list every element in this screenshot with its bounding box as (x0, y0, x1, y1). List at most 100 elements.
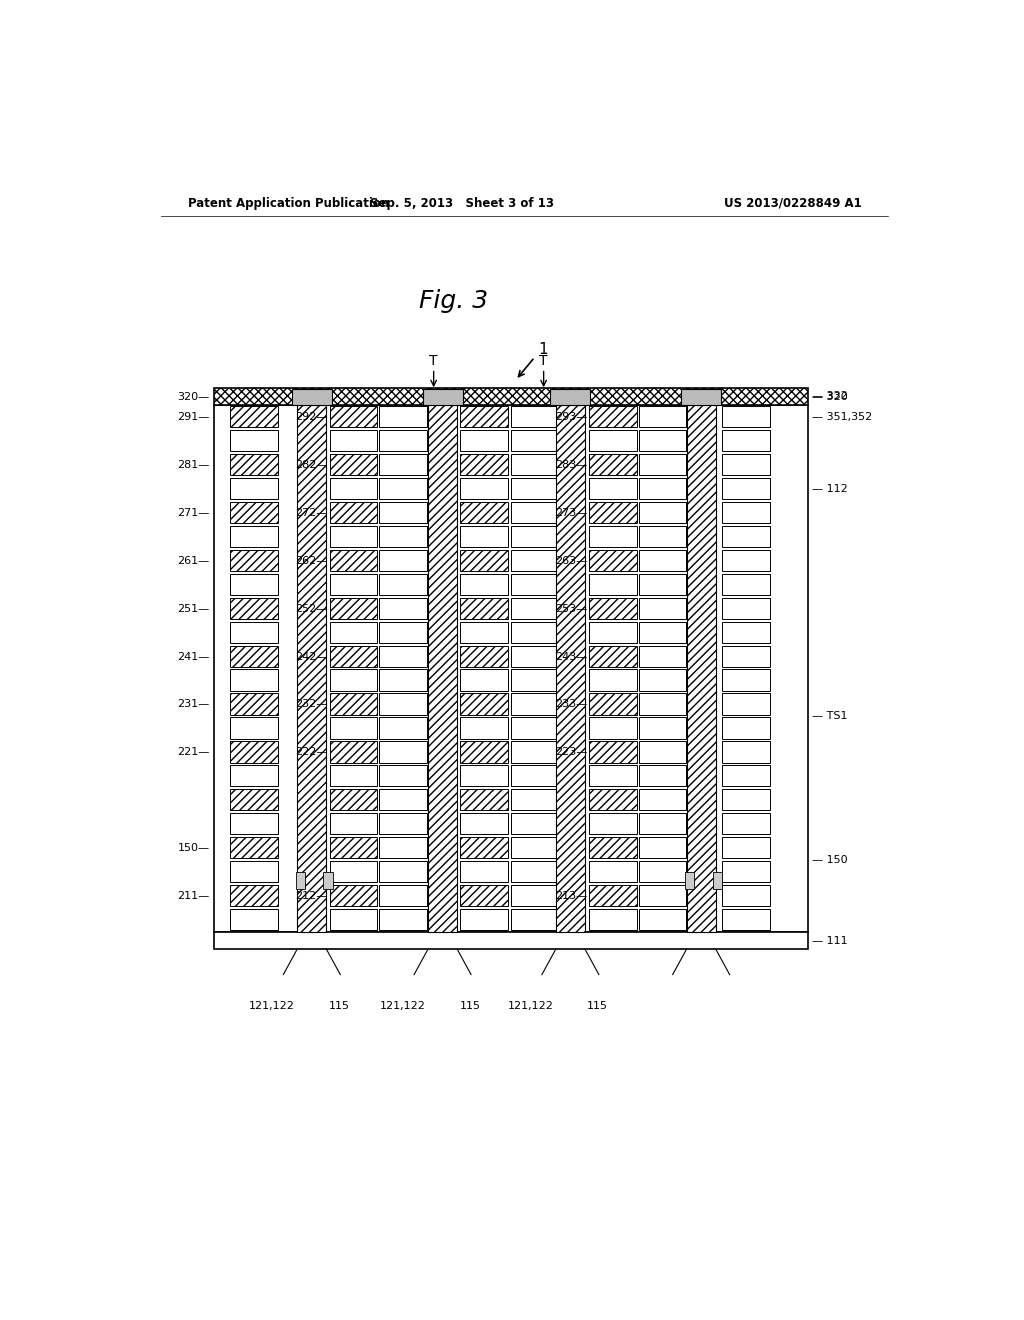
Bar (230, 405, 278, 426)
Bar (511, 718, 558, 738)
Bar (511, 645, 558, 667)
Bar (330, 766, 377, 787)
Bar (639, 430, 686, 451)
Bar (330, 430, 377, 451)
Bar (461, 502, 508, 523)
Bar (590, 693, 637, 714)
Bar (511, 742, 558, 763)
Bar (722, 574, 770, 595)
Bar (461, 718, 508, 738)
Text: 273—: 273— (555, 508, 587, 517)
Bar (330, 718, 377, 738)
Text: 221—: 221— (177, 747, 210, 758)
Bar (511, 598, 558, 619)
Text: — 150: — 150 (812, 855, 848, 866)
Bar (230, 766, 278, 787)
Bar (330, 549, 377, 570)
Bar (590, 861, 637, 882)
Bar (230, 669, 278, 690)
Bar (379, 718, 427, 738)
Bar (590, 645, 637, 667)
Text: 242—: 242— (295, 652, 328, 661)
Bar (590, 549, 637, 570)
Bar (639, 405, 686, 426)
Bar (230, 837, 278, 858)
Text: — 111: — 111 (812, 936, 848, 945)
Bar (379, 766, 427, 787)
Bar (722, 861, 770, 882)
Bar (511, 669, 558, 690)
Bar (639, 693, 686, 714)
Text: Sep. 5, 2013   Sheet 3 of 13: Sep. 5, 2013 Sheet 3 of 13 (370, 197, 554, 210)
Bar (590, 909, 637, 931)
Bar (461, 861, 508, 882)
Bar (590, 766, 637, 787)
Bar (686, 405, 716, 932)
Bar (330, 693, 377, 714)
Bar (550, 389, 591, 405)
Bar (722, 405, 770, 426)
Bar (230, 525, 278, 546)
Bar (379, 598, 427, 619)
Bar (230, 742, 278, 763)
Bar (722, 837, 770, 858)
Bar (379, 789, 427, 810)
Bar (230, 574, 278, 595)
Bar (379, 454, 427, 475)
Text: 262—: 262— (295, 556, 328, 566)
Text: — TS1: — TS1 (812, 711, 848, 722)
Bar (590, 574, 637, 595)
Bar (639, 789, 686, 810)
Text: 121,122: 121,122 (249, 1001, 295, 1011)
Text: 150—: 150— (178, 843, 210, 853)
Text: 212—: 212— (295, 891, 328, 902)
Bar (722, 718, 770, 738)
Bar (511, 525, 558, 546)
Bar (639, 574, 686, 595)
Bar (639, 718, 686, 738)
Bar (639, 502, 686, 523)
Bar (639, 742, 686, 763)
Bar (511, 886, 558, 907)
Bar (379, 909, 427, 931)
Text: 281—: 281— (177, 459, 210, 470)
Bar (722, 789, 770, 810)
Text: 261—: 261— (177, 556, 210, 566)
Bar (461, 789, 508, 810)
Text: 272—: 272— (295, 508, 328, 517)
Bar (214, 388, 808, 405)
Bar (511, 502, 558, 523)
Bar (639, 766, 686, 787)
Bar (511, 574, 558, 595)
Bar (511, 405, 558, 426)
Bar (461, 622, 508, 643)
Text: 121,122: 121,122 (508, 1001, 553, 1011)
Text: 232—: 232— (295, 700, 328, 709)
Bar (324, 873, 333, 890)
Bar (230, 598, 278, 619)
Bar (379, 502, 427, 523)
Bar (330, 525, 377, 546)
Bar (230, 622, 278, 643)
Bar (330, 478, 377, 499)
Bar (461, 454, 508, 475)
Bar (722, 669, 770, 690)
Bar (230, 813, 278, 834)
Bar (330, 837, 377, 858)
Text: — 332: — 332 (812, 391, 848, 401)
Text: 115: 115 (460, 1001, 480, 1011)
Text: 243—: 243— (555, 652, 587, 661)
Text: — 112: — 112 (812, 483, 848, 494)
Bar (379, 574, 427, 595)
Bar (511, 861, 558, 882)
Bar (330, 598, 377, 619)
Bar (461, 549, 508, 570)
Bar (230, 478, 278, 499)
Bar (379, 886, 427, 907)
Text: T: T (429, 354, 438, 368)
Bar (639, 669, 686, 690)
Bar (461, 525, 508, 546)
Bar (296, 873, 305, 890)
Bar (511, 430, 558, 451)
Bar (330, 502, 377, 523)
